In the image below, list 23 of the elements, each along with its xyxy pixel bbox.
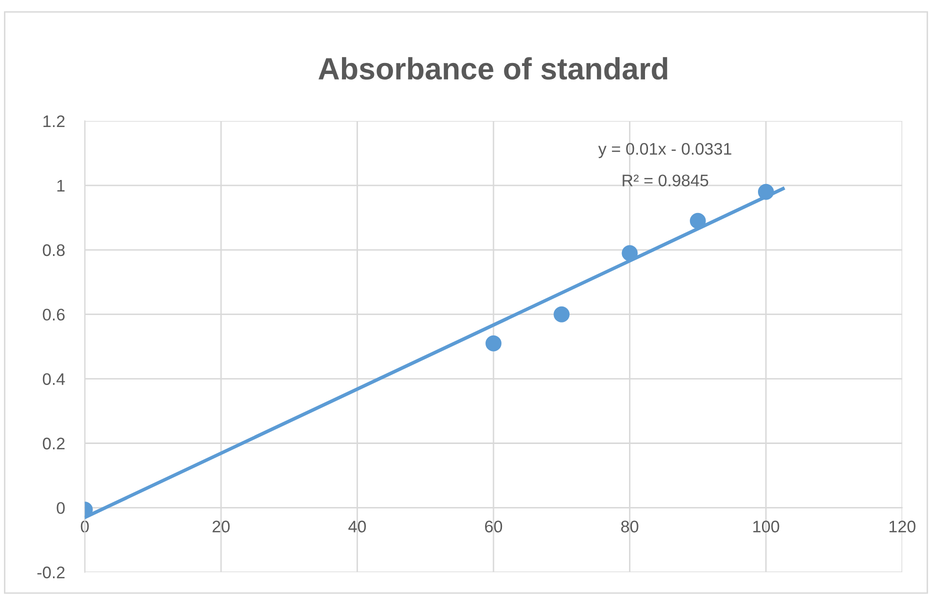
x-tick-label: 60 [485, 520, 502, 532]
point [690, 212, 706, 229]
chart-title: Absorbance of standard [318, 57, 668, 80]
point [622, 245, 638, 262]
y-tick-label: 0.4 [42, 373, 65, 386]
x-tick-label: 100 [753, 520, 780, 532]
x-tick-label: 0 [80, 520, 89, 532]
y-tick-label: 1 [57, 180, 65, 192]
annotation: y = 0.01x - 0.0331 [598, 142, 732, 158]
y-tick-label: 0.8 [42, 244, 65, 256]
y-tick-label: 0.6 [42, 308, 65, 321]
x-tick-label: 20 [212, 520, 230, 532]
y-tick-label: -0.2 [37, 566, 65, 578]
y-tick-label: 0.2 [42, 438, 65, 450]
y-tick-label: 1.2 [43, 115, 65, 128]
x-tick-label: 40 [348, 520, 366, 532]
annotation: R² = 0.9845 [622, 174, 708, 186]
x-tick-label: 120 [890, 520, 916, 532]
point [486, 335, 502, 352]
point [554, 306, 570, 322]
point [758, 184, 774, 200]
x-tick-label: 80 [621, 520, 638, 532]
y-tick-label: 0 [56, 502, 65, 514]
